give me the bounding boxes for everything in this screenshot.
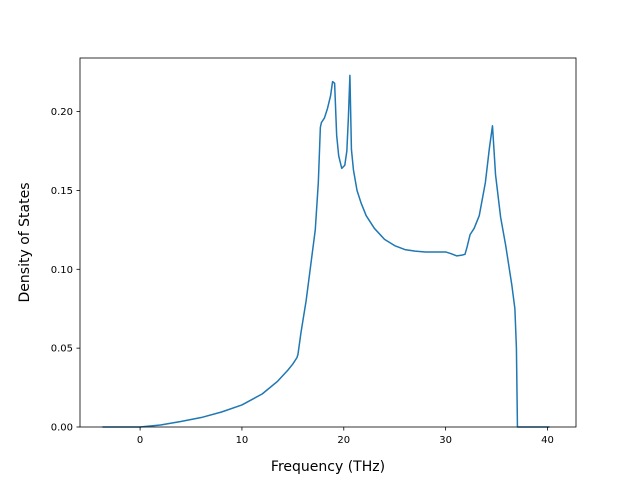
series-layer <box>102 74 550 428</box>
y-axis: 0.00 0.05 0.10 0.15 0.20 <box>51 107 80 434</box>
plot-frame <box>79 57 577 428</box>
y-tick-label: 0.00 <box>51 423 73 434</box>
x-tick-label: 30 <box>439 435 452 446</box>
plot-area <box>80 58 576 427</box>
y-tick-label: 0.05 <box>51 344 73 355</box>
x-tick-label: 40 <box>541 435 554 446</box>
y-tick-label: 0.10 <box>51 265 73 276</box>
y-tick-label: 0.15 <box>51 186 73 197</box>
y-tick-label: 0.20 <box>51 107 73 118</box>
series-line-0 <box>102 74 550 428</box>
x-tick-label: 20 <box>337 435 350 446</box>
x-axis: 0 10 20 30 40 <box>137 427 554 446</box>
x-tick-label: 0 <box>137 435 143 446</box>
x-tick-label: 10 <box>236 435 249 446</box>
y-axis-label: Density of States <box>17 183 33 303</box>
x-axis-label: Frequency (THz) <box>271 459 385 475</box>
